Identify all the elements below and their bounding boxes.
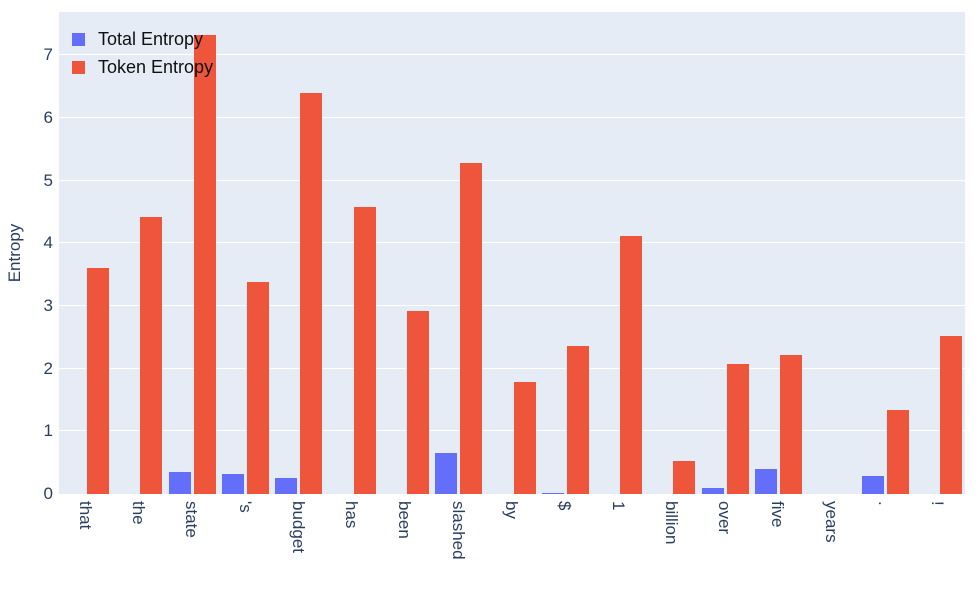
bar-total-7[interactable] [435,452,458,494]
legend-swatch-icon [72,32,85,46]
bar-token-12[interactable] [726,363,749,494]
y-tick-label-2: 2 [43,358,53,378]
gridline-y4 [59,242,965,244]
legend: Total Entropy Token Entropy [72,25,213,81]
bar-token-1[interactable] [140,216,163,494]
x-tick-label-1: the [128,501,148,525]
y-tick-label-4: 4 [43,233,53,253]
x-tick-label-15: . [875,501,895,506]
bar-total-9[interactable] [541,492,564,494]
bar-total-12[interactable] [701,487,724,494]
x-tick-label-6: been [395,501,415,539]
x-tick-label-10: 1 [608,501,628,511]
bar-token-2[interactable] [193,35,216,494]
legend-item-token-entropy[interactable]: Token Entropy [72,53,213,81]
bar-total-13[interactable] [754,468,777,494]
gridline-y6 [59,116,965,118]
bar-token-5[interactable] [353,206,376,494]
legend-label: Total Entropy [98,28,204,49]
y-tick-label-7: 7 [43,45,53,65]
x-tick-label-0: that [75,501,95,530]
bar-token-4[interactable] [300,92,323,494]
bar-token-6[interactable] [406,310,429,494]
x-tick-label-8: by [502,501,521,519]
bar-total-3[interactable] [222,473,245,494]
x-tick-label-7: slashed [448,501,468,560]
bar-token-15[interactable] [886,409,909,494]
x-tick-label-14: years [821,501,841,543]
x-tick-label-9: $ [555,501,575,511]
bar-token-0[interactable] [87,268,110,494]
x-tick-label-16: ! [928,501,948,506]
x-tick-label-2: state [182,501,202,538]
bar-token-11[interactable] [673,461,696,494]
y-tick-label-0: 0 [43,484,53,503]
bar-token-8[interactable] [513,382,536,494]
x-tick-label-5: has [342,501,362,529]
plot-area[interactable] [59,12,965,494]
legend-swatch-icon [72,60,85,74]
bar-token-3[interactable] [247,282,270,494]
bar-token-7[interactable] [460,162,483,494]
bar-token-9[interactable] [566,346,589,494]
y-tick-label-3: 3 [43,295,53,315]
x-tick-label-13: five [768,501,788,528]
legend-item-total-entropy[interactable]: Total Entropy [72,25,213,53]
gridline-y1 [59,430,965,432]
bar-total-4[interactable] [275,477,298,494]
bar-token-10[interactable] [620,235,643,494]
bar-token-13[interactable] [779,354,802,494]
x-tick-label-11: billion [661,501,681,545]
gridline-y7 [59,54,965,56]
legend-label: Token Entropy [98,56,214,77]
gridline-y5 [59,179,965,181]
y-tick-label-6: 6 [43,107,53,127]
x-tick-label-3: 's [235,501,255,513]
gridline-y3 [59,304,965,306]
x-tick-label-4: budget [288,501,308,553]
y-tick-label-5: 5 [43,170,53,190]
bar-total-15[interactable] [861,476,884,494]
x-tick-label-12: over [715,501,735,535]
bar-token-16[interactable] [939,336,962,494]
bar-total-2[interactable] [168,472,191,494]
gridline-y2 [59,367,965,369]
y-tick-label-1: 1 [43,421,53,441]
